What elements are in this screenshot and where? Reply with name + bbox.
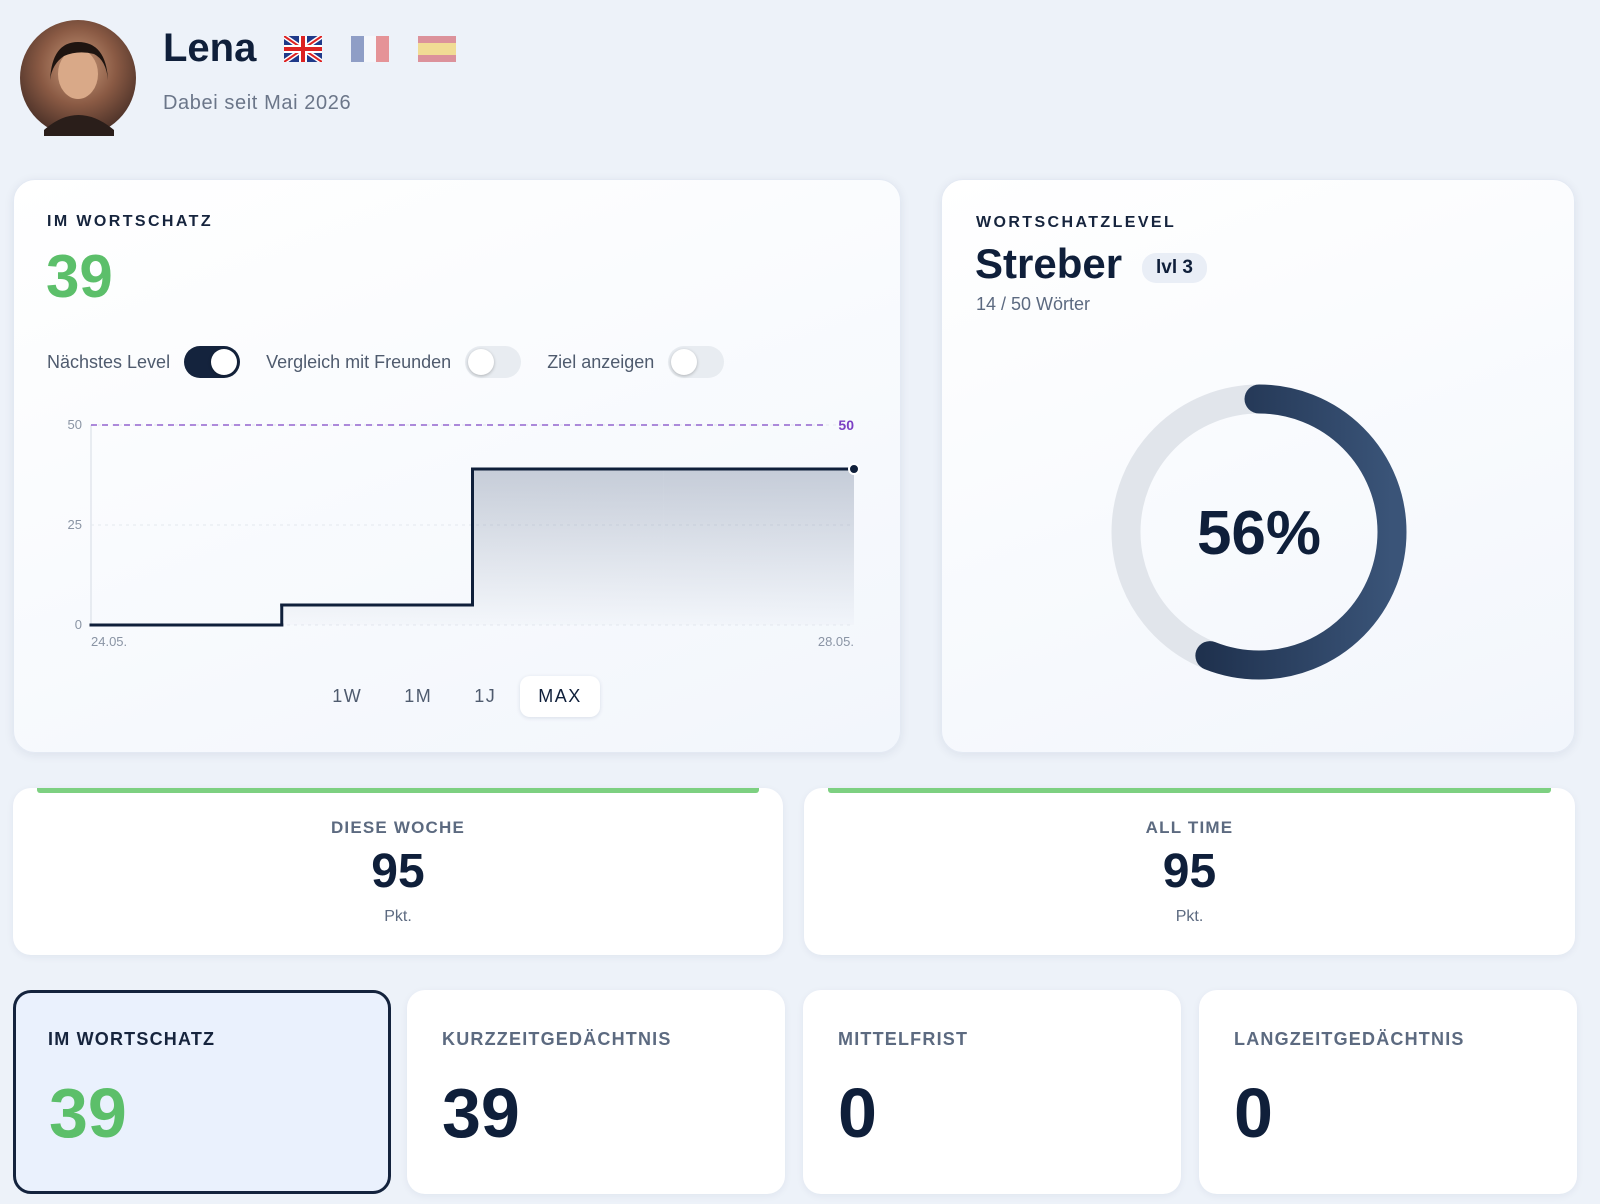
points-label: DIESE WOCHE <box>330 818 466 837</box>
memory-label: IM WORTSCHATZ <box>48 1029 216 1049</box>
range-selector: 1W 1M 1J MAX <box>14 676 900 717</box>
toggle-switch[interactable] <box>465 346 522 378</box>
level-badge: lvl 3 <box>1142 253 1207 283</box>
memory-value: 39 <box>49 1074 127 1152</box>
area-segment <box>281 605 473 625</box>
memory-label: KURZZEITGEDÄCHTNIS <box>442 1029 672 1049</box>
accent-bar <box>37 788 759 793</box>
toggle-knob <box>468 349 495 375</box>
toggle-knob <box>211 349 238 375</box>
points-card: ALL TIME 95 Pkt. <box>804 788 1575 955</box>
x-tick-label: 28.05. <box>818 634 854 649</box>
level-words: 14 / 50 Wörter <box>976 294 1091 314</box>
points-unit: Pkt. <box>1175 908 1204 925</box>
memory-card[interactable]: MITTELFRIST 0 <box>803 990 1181 1194</box>
card-label: WORTSCHATZLEVEL <box>976 214 1177 231</box>
memory-value: 0 <box>1234 1074 1273 1152</box>
ring-progress <box>1111 384 1407 680</box>
ring-label: 56% <box>1197 499 1321 568</box>
points-label: ALL TIME <box>1145 818 1234 837</box>
points-value: 95 <box>371 845 425 898</box>
memory-card[interactable]: LANGZEITGEDÄCHTNIS 0 <box>1199 990 1577 1194</box>
toggle-knob <box>671 349 698 375</box>
flag-fr[interactable] <box>351 36 389 62</box>
flag-band <box>364 36 376 62</box>
range-button[interactable]: 1W <box>332 686 363 706</box>
avatar-face <box>58 49 98 99</box>
flag-band <box>418 36 456 62</box>
range-button[interactable]: 1J <box>474 686 497 706</box>
memory-value: 0 <box>838 1074 877 1152</box>
flag-uk[interactable] <box>284 36 322 62</box>
progress-ring: 56% <box>1111 384 1407 680</box>
points-card: DIESE WOCHE 95 Pkt. <box>13 788 783 955</box>
avatar-shoulders <box>44 115 114 136</box>
points-unit: Pkt. <box>384 908 412 925</box>
range-button[interactable]: 1M <box>404 686 433 706</box>
level-card: WORTSCHATZLEVEL Streber lvl 3 14 / 50 Wö… <box>941 179 1575 753</box>
x-tick-label: 24.05. <box>91 634 127 649</box>
memory-label: MITTELFRIST <box>838 1029 969 1049</box>
memory-value: 39 <box>442 1074 520 1152</box>
flag-cross <box>284 36 322 62</box>
flag-band <box>351 36 364 62</box>
toggle-label: Ziel anzeigen <box>547 351 655 372</box>
area-segment <box>663 469 854 625</box>
memory-card[interactable]: IM WORTSCHATZ 39 <box>13 990 391 1194</box>
toggle-row: Nächstes Level Vergleich mit Freunden Ziel… <box>47 346 750 378</box>
card-label: IM WORTSCHATZ <box>47 213 213 230</box>
range-button[interactable]: MAX <box>520 676 600 717</box>
avatar-hair <box>50 42 108 80</box>
vocab-card: IM WORTSCHATZ 39 Nächstes Level Vergleich… <box>13 179 901 753</box>
goal-label: 50 <box>838 417 854 433</box>
end-point <box>848 463 860 475</box>
flag-band <box>418 43 456 55</box>
level-name: Streber <box>975 240 1123 287</box>
y-tick-label: 0 <box>75 617 82 632</box>
points-value: 95 <box>1162 845 1217 898</box>
toggle-label: Vergleich mit Freunden <box>266 351 452 372</box>
y-tick-label: 50 <box>68 417 82 432</box>
accent-bar <box>828 788 1551 793</box>
memory-card[interactable]: KURZZEITGEDÄCHTNIS 39 <box>407 990 785 1194</box>
toggle-switch[interactable] <box>184 346 241 378</box>
y-tick-label: 25 <box>68 517 82 532</box>
flag-band <box>376 36 389 62</box>
avatar[interactable] <box>20 20 136 136</box>
chart: 0 25 50 24.05. 28.05. 50 <box>68 417 860 649</box>
memory-label: LANGZEITGEDÄCHTNIS <box>1234 1029 1465 1049</box>
member-since: Dabei seit Mai 2026 <box>163 92 352 114</box>
profile-name: Lena <box>163 26 257 70</box>
flag-es[interactable] <box>418 36 456 62</box>
toggle-switch[interactable] <box>668 346 725 378</box>
toggle-label: Nächstes Level <box>47 351 171 372</box>
area-segment <box>472 469 664 625</box>
card-value: 39 <box>46 243 113 310</box>
